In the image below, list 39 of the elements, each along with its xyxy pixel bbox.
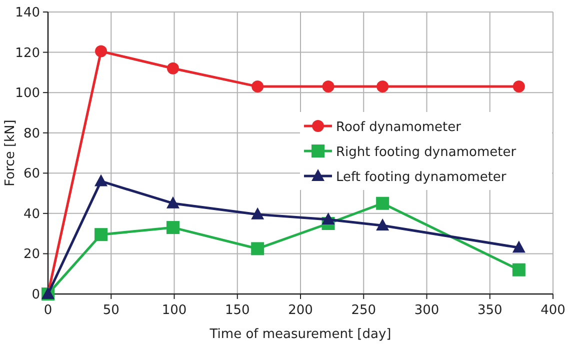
y-tick-label: 140 [15, 6, 40, 20]
point [94, 228, 108, 242]
x-tick-label: 300 [414, 303, 440, 318]
legend-label: Right footing dynamometer [336, 145, 517, 160]
point [95, 45, 108, 58]
x-tick-label: 150 [224, 303, 250, 318]
x-tick-label: 250 [351, 303, 376, 318]
point [166, 221, 180, 234]
x-tick-label: 100 [162, 303, 187, 318]
point [376, 218, 390, 231]
point [166, 62, 179, 74]
y-tick-label: 120 [15, 46, 40, 61]
x-tick-label: 400 [540, 303, 566, 318]
legend-label: Roof dynamometer [336, 120, 462, 135]
point [166, 196, 180, 208]
point [251, 242, 264, 256]
y-axis-title: Force [kN] [3, 120, 18, 186]
x-tick-label: 50 [102, 303, 120, 318]
y-tick-label: 20 [23, 247, 40, 262]
x-axis-title: Time of measurement [day] [208, 327, 392, 342]
y-tick-label: 40 [23, 206, 40, 222]
x-tick-label: 200 [288, 303, 313, 318]
point [251, 207, 264, 220]
y-tick-label: 0 [32, 288, 40, 302]
point [322, 80, 334, 93]
point [376, 80, 389, 93]
point [512, 240, 526, 253]
x-tick-label: 0 [44, 303, 52, 318]
point [252, 80, 264, 93]
x-tick-label: 350 [477, 303, 502, 318]
point [322, 212, 335, 224]
y-tick-label: 80 [23, 126, 40, 142]
point [376, 196, 390, 210]
point [512, 263, 526, 276]
y-tick-label: 60 [23, 166, 40, 182]
point [94, 174, 108, 186]
legend-label: Left footing dynamometer [336, 170, 507, 185]
y-tick-label: 100 [15, 86, 40, 102]
point [512, 80, 525, 93]
